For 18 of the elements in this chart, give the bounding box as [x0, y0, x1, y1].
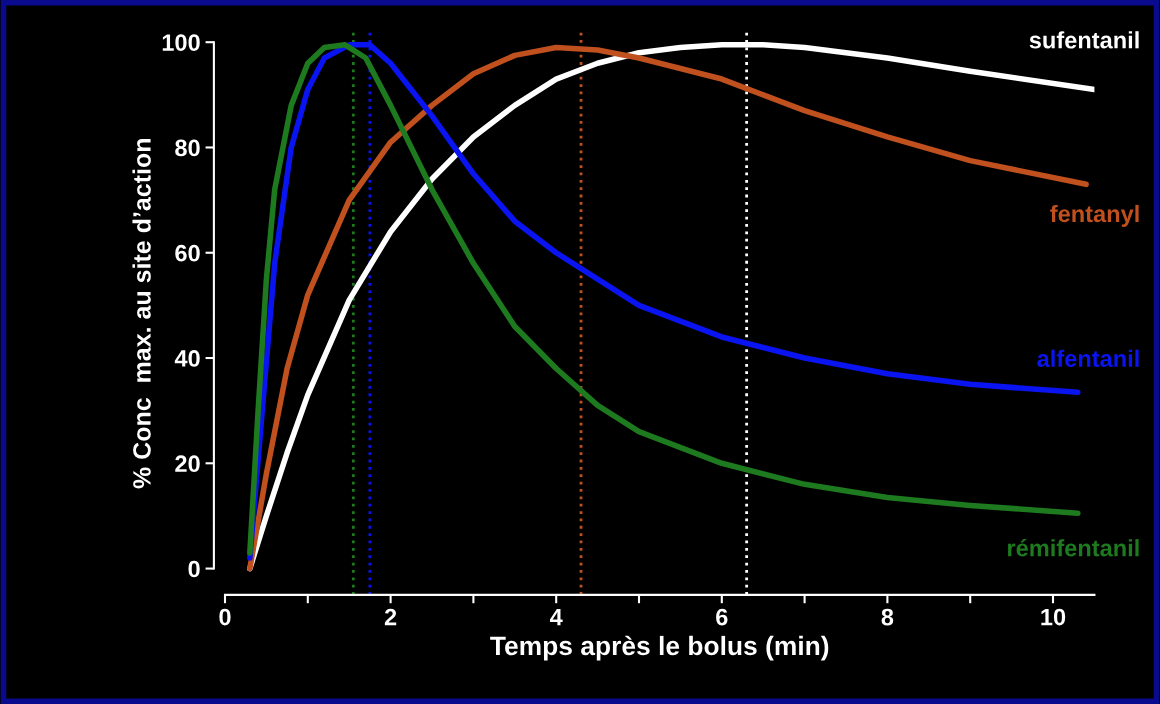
- y-tick-label: 100: [162, 34, 200, 51]
- x-tick-label: 0: [219, 608, 231, 626]
- y-tick-label: 20: [175, 455, 200, 473]
- y-tick-label: 40: [174, 350, 200, 367]
- series-label: sufentanil: [1029, 31, 1139, 49]
- series-label: alfentanil: [1037, 349, 1139, 367]
- x-tick-label: 2: [384, 608, 397, 626]
- x-axis-title: Temps après le bolus (min): [490, 635, 829, 661]
- x-tick-label: 8: [881, 608, 894, 626]
- y-axis-title: % Conc max. au site d’action: [132, 139, 151, 489]
- x-tick-label: 6: [716, 608, 728, 626]
- x-tick-label: 4: [549, 608, 563, 626]
- y-tick-label: 0: [188, 560, 200, 578]
- series-label: fentanyl: [1050, 204, 1139, 227]
- y-tick-label: 60: [175, 244, 200, 262]
- series-label: rémifentanil: [1008, 538, 1139, 557]
- y-tick-label: 80: [175, 139, 200, 157]
- x-tick-label: 10: [1041, 608, 1066, 626]
